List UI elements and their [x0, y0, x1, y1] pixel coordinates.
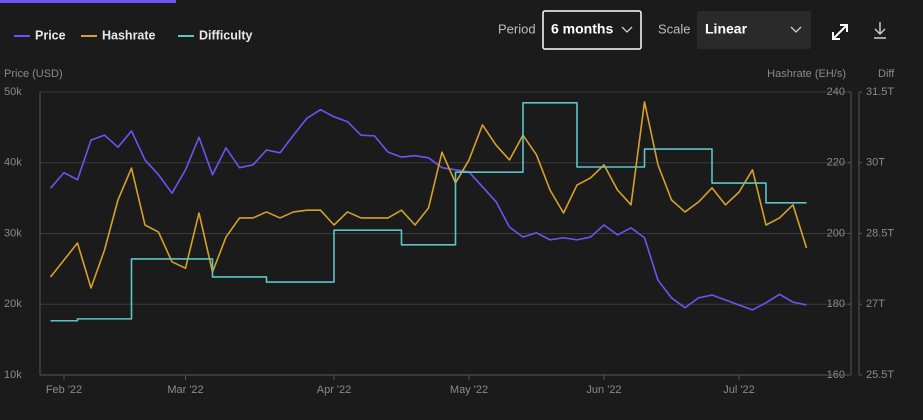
- scale-dropdown[interactable]: Linear: [697, 11, 811, 49]
- y2-axis-title: Hashrate (EH/s): [767, 68, 846, 80]
- period-box[interactable]: [542, 10, 642, 50]
- y-tick-label: 10k: [4, 369, 22, 381]
- period-value[interactable]: 6 months: [551, 21, 613, 37]
- y3-axis-title: Diff: [878, 68, 895, 80]
- scale-box[interactable]: [697, 11, 811, 49]
- period-dropdown[interactable]: 6 months: [542, 10, 642, 50]
- tab-indicator: [0, 0, 176, 3]
- download-button[interactable]: [874, 22, 886, 39]
- x-tick-label: Mar '22: [167, 384, 203, 396]
- scale-label: Scale: [658, 21, 691, 36]
- download-icon[interactable]: [874, 22, 886, 39]
- y3-tick-label: 25.5T: [866, 369, 894, 381]
- y3-tick-label: 31.5T: [866, 86, 894, 98]
- y2-tick-label: 180: [827, 298, 845, 310]
- y-tick-label: 30k: [4, 227, 22, 239]
- chevron[interactable]: [621, 26, 633, 33]
- chevron[interactable]: [790, 26, 802, 33]
- x-tick-label: May '22: [450, 384, 488, 396]
- x-tick-label: Feb '22: [46, 384, 82, 396]
- y3-tick-label: 30T: [866, 157, 885, 169]
- scale-value[interactable]: Linear: [705, 21, 748, 37]
- legend-label: Price: [35, 28, 66, 42]
- x-tick-label: Apr '22: [317, 384, 352, 396]
- legend-label: Difficulty: [199, 28, 253, 42]
- legend-label: Hashrate: [102, 28, 156, 42]
- expand-button[interactable]: [832, 24, 848, 40]
- period-label: Period: [498, 21, 536, 36]
- y3-tick-label: 28.5T: [866, 227, 894, 239]
- y2-tick-label: 240: [827, 86, 845, 98]
- y2-tick-label: 220: [827, 157, 845, 169]
- x-tick-label: Jun '22: [586, 384, 621, 396]
- series-line: [49, 101, 808, 289]
- x-tick-label: Jul '22: [723, 384, 754, 396]
- y2-tick-label: 200: [827, 227, 845, 239]
- expand-icon[interactable]: [832, 24, 848, 40]
- y-tick-label: 50k: [4, 86, 22, 98]
- series-line: [49, 108, 807, 311]
- y-axis-title: Price (USD): [4, 68, 63, 80]
- y3-tick-label: 27T: [866, 298, 885, 310]
- series-line: [50, 102, 807, 322]
- y-tick-label: 40k: [4, 157, 22, 169]
- y-tick-label: 20k: [4, 298, 22, 310]
